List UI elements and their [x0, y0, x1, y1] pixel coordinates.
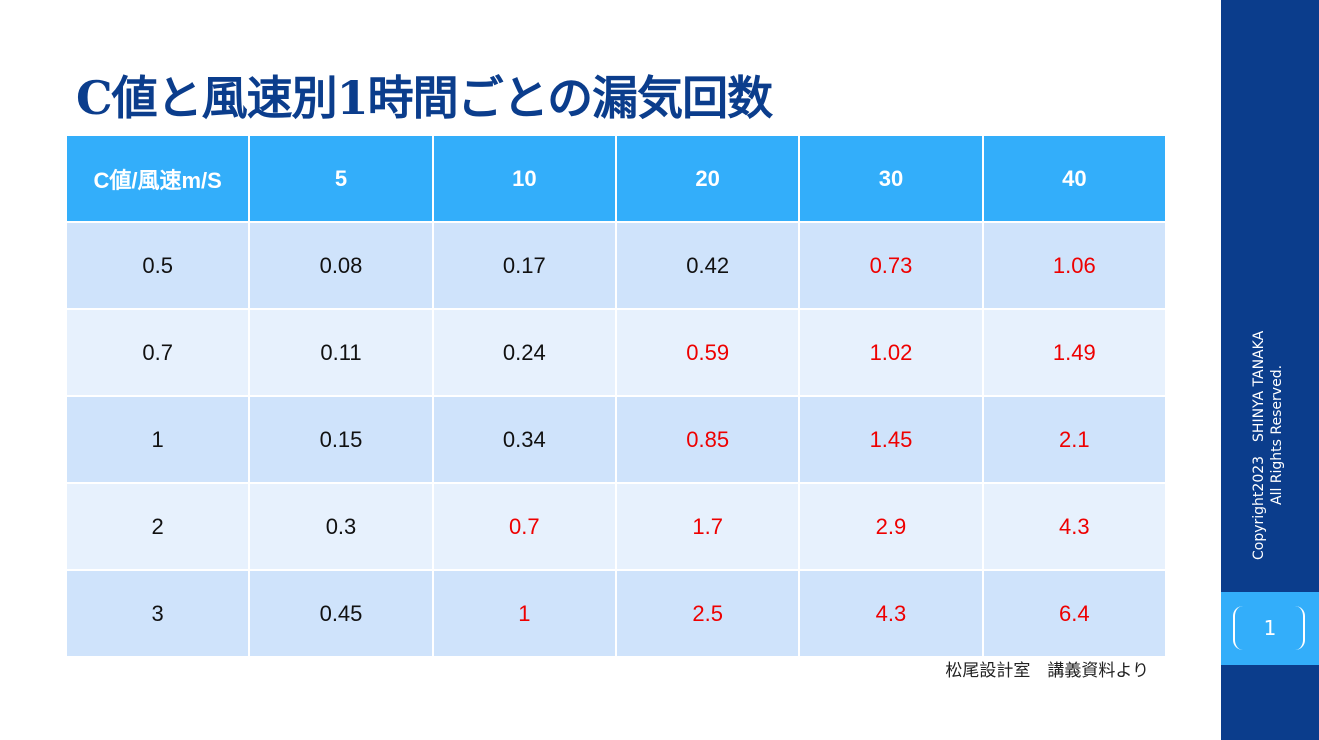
table-cell: 1	[64, 395, 251, 484]
copyright-notice: Copyright2023 SHINYA TANAKA All Rights R…	[1250, 331, 1286, 560]
table-cell: 1.06	[981, 221, 1168, 310]
table-cell: 0.45	[248, 569, 434, 658]
page-number-box: 1	[1221, 592, 1319, 665]
table-cell: 0.59	[614, 308, 801, 397]
source-note: 松尾設計室 講義資料より	[945, 661, 1149, 681]
table-cell: 6.4	[981, 569, 1168, 658]
table-row: 1 0.15 0.34 0.85 1.45 2.1	[64, 395, 1168, 484]
header-cell: 10	[431, 134, 617, 223]
header-cell: 40	[981, 134, 1168, 223]
table-header-row: C値/風速m/S 5 10 20 30 40	[64, 134, 1168, 223]
table-cell: 0.15	[248, 395, 434, 484]
table-cell: 1.45	[798, 395, 984, 484]
header-cell: C値/風速m/S	[64, 134, 251, 223]
copyright-line: Copyright2023 SHINYA TANAKA	[1251, 330, 1267, 560]
table-cell: 0.34	[431, 395, 617, 484]
table-row: 0.7 0.11 0.24 0.59 1.02 1.49	[64, 308, 1168, 397]
table-cell: 0.24	[431, 308, 617, 397]
table-cell: 0.85	[614, 395, 801, 484]
table-cell: 0.73	[798, 221, 984, 310]
header-cell: 5	[248, 134, 434, 223]
table-cell: 0.42	[614, 221, 801, 310]
table-cell: 0.5	[64, 221, 251, 310]
page-bracket-icon	[1233, 606, 1305, 650]
table-cell: 0.7	[64, 308, 251, 397]
table-cell: 0.3	[248, 482, 434, 571]
table-cell: 2.1	[981, 395, 1168, 484]
slide-title: C値と風速別1時間ごとの漏気回数	[76, 71, 773, 125]
table-cell: 2.5	[614, 569, 801, 658]
table-cell: 1.02	[798, 308, 984, 397]
copyright-line: All Rights Reserved.	[1269, 364, 1285, 505]
header-cell: 20	[614, 134, 801, 223]
table-cell: 4.3	[981, 482, 1168, 571]
table-cell: 0.08	[248, 221, 434, 310]
table-cell: 4.3	[798, 569, 984, 658]
table-cell: 0.17	[431, 221, 617, 310]
table-cell: 2	[64, 482, 251, 571]
table-row: 0.5 0.08 0.17 0.42 0.73 1.06	[64, 221, 1168, 310]
table-cell: 2.9	[798, 482, 984, 571]
table-row: 2 0.3 0.7 1.7 2.9 4.3	[64, 482, 1168, 571]
table-cell: 1	[431, 569, 617, 658]
header-cell: 30	[798, 134, 984, 223]
table-cell: 0.11	[248, 308, 434, 397]
table-cell: 1.7	[614, 482, 801, 571]
table-cell: 0.7	[431, 482, 617, 571]
data-table: C値/風速m/S 5 10 20 30 40 0.5 0.08 0.17 0.4…	[64, 134, 1168, 658]
table-row: 3 0.45 1 2.5 4.3 6.4	[64, 569, 1168, 658]
table-cell: 1.49	[981, 308, 1168, 397]
page-number: 1	[1263, 616, 1277, 640]
table-cell: 3	[64, 569, 251, 658]
